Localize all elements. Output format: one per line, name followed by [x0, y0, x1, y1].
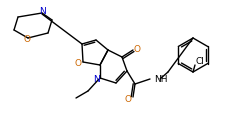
Text: N: N	[94, 76, 100, 85]
Text: O: O	[134, 45, 141, 54]
Text: N: N	[39, 7, 45, 15]
Text: O: O	[75, 59, 82, 68]
Text: Cl: Cl	[196, 56, 204, 66]
Text: NH: NH	[154, 75, 167, 84]
Text: O: O	[124, 95, 131, 105]
Text: O: O	[23, 36, 30, 45]
